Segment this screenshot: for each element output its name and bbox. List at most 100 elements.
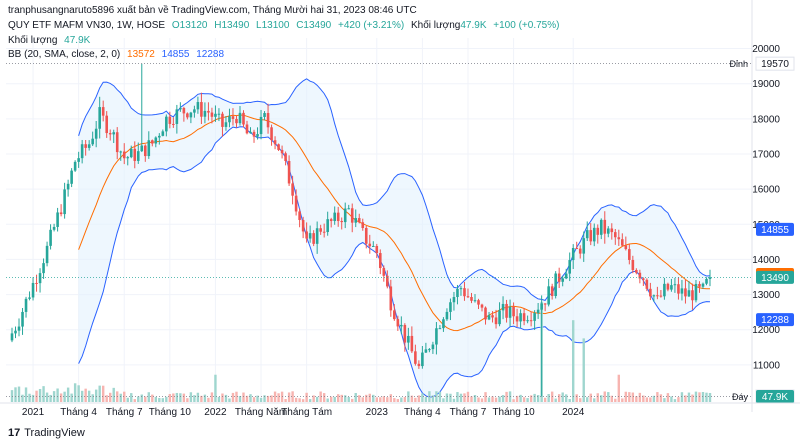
volume-bar [63,391,66,402]
low-price-label: Đáy [732,392,749,402]
candle-body [259,116,263,135]
candle-body [270,127,273,141]
volume-bar [70,393,73,402]
candlesticks [10,63,712,397]
candle-body [277,144,280,150]
candle-body [498,310,501,325]
candle-body [421,352,424,367]
candle-body [203,110,207,117]
volume-bar [28,393,31,402]
time-axis[interactable]: 2021 Tháng 4 Tháng 7 Tháng 10 2022 Tháng NămT… [0,402,800,418]
volume-bar [294,397,298,402]
bb-upper-tag: 14855 [761,225,789,236]
candle-body [428,349,431,351]
volume-bar [649,397,652,402]
candle-body [280,149,284,154]
volume-bar [73,383,77,402]
volume-bar [593,398,596,402]
candle-body [701,283,705,287]
candle-body [45,245,49,264]
volume-bar [621,398,624,402]
candle-body [305,231,308,239]
candle-body [91,138,94,145]
volume-bar [386,397,389,402]
last-price-tag-bg [756,270,794,284]
volume-bar [245,395,249,402]
bb-upper-line [78,78,711,301]
candle-body [115,132,119,153]
volume-bar [705,392,708,402]
volume-bar [561,392,564,402]
candle-body [480,304,484,308]
candle-body [319,228,322,232]
volume-bar [572,320,575,402]
candle-body [84,144,87,148]
high-value: H13490 [214,20,250,31]
candle-body [154,137,158,144]
tradingview-logo[interactable]: 17 TradingView [8,427,85,439]
volume-bar [351,398,354,402]
bb-label: BB (20, SMA, close, 2, 0) [8,49,121,60]
candle-body [445,311,449,320]
candle-body [596,227,600,235]
candle-body [326,219,329,233]
volume-bar [368,393,371,402]
candle-body [119,151,123,153]
volume-bar [533,393,536,402]
volume-bar [337,394,340,402]
candle-body [547,286,550,305]
candle-body [424,349,428,353]
candle-body [477,300,480,305]
candle-body [680,288,684,294]
candle-body [249,131,252,134]
candle-body [487,315,491,320]
candle-body [673,284,677,286]
candle-body [400,324,403,327]
volume-bar [421,393,424,402]
candle-body [382,268,386,276]
volume-bar [214,374,217,402]
volume-bar [228,398,231,402]
candle-body [522,313,526,322]
bb-legend[interactable]: BB (20, SMA, close, 2, 0) 13572 14855 12… [8,49,228,60]
candle-body [263,113,266,117]
candle-body [228,116,231,123]
candle-body [189,112,193,118]
volume-bar [403,397,407,402]
candle-body [298,211,301,220]
candle-body [585,230,589,239]
symbol-legend[interactable]: QUY ETF MAFM VN30, 1W, HOSE O13120 H1349… [8,20,563,31]
volume-bar [586,397,589,402]
candle-body [287,161,291,184]
volume-bar [680,392,684,402]
candle-body [592,227,596,242]
volume-bar [515,395,519,402]
volume-legend[interactable]: Khối lượng 47.9K [8,35,94,46]
brand-name: TradingView [24,427,85,439]
volume-bar [575,394,578,402]
volume-bar [449,393,452,402]
volume-bar [347,396,350,402]
volume-bar [87,390,91,402]
candle-body [371,245,375,247]
candle-body [224,122,228,127]
candle-body [49,229,52,246]
volume-bar [59,393,63,402]
time-tick-label: Tháng 4 [404,407,441,418]
volume-bar [186,398,189,402]
volume-bar [372,394,375,402]
volume-bar [396,399,400,402]
candle-body [80,144,84,159]
volume-bar [480,398,484,402]
price-axis[interactable]: 1100012000130001400015000160001700018000… [729,0,795,412]
bb-upper-value: 14855 [161,49,190,60]
candle-body [519,313,522,322]
candle-body [463,288,466,297]
candle-body [105,115,109,134]
last-price-tag: 13490 [761,273,789,284]
volume-bar [393,398,396,402]
candle-body [340,221,344,223]
volume-bar [45,392,49,402]
volume-bar [354,392,357,402]
